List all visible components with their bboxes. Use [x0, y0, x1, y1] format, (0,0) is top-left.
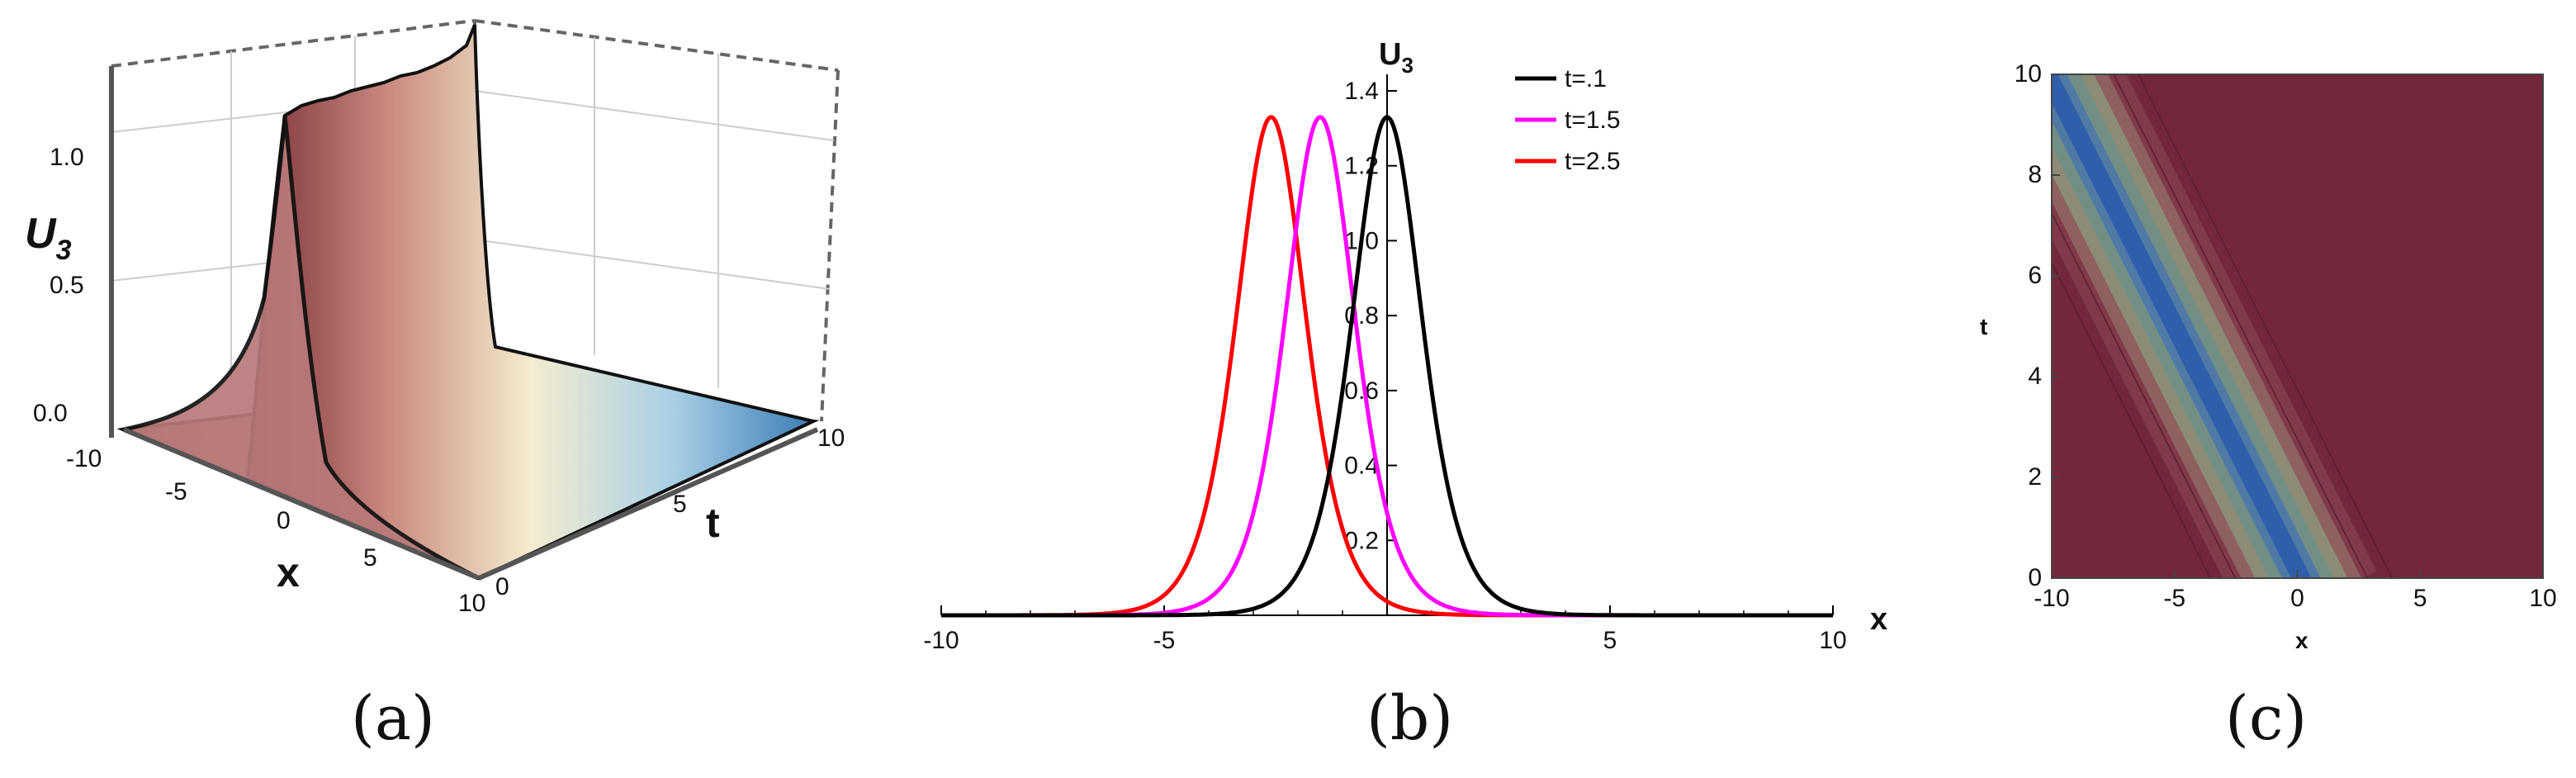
y-axis-label: U3: [1379, 37, 1413, 78]
t-tick-1: 5: [673, 491, 687, 518]
x-axis-label: x: [2295, 628, 2308, 653]
x-axis-label: x: [277, 549, 300, 595]
y-tick-label: 0: [2028, 564, 2042, 591]
y-axis-label: t: [1980, 314, 1987, 339]
contour-line: [2138, 74, 2394, 578]
surface-front-slice: [116, 115, 481, 581]
x-tick-label: -5: [1153, 627, 1176, 654]
panel-c-density-plot: -10 -5 0 5 10 0 2 4 6 8 10 x t (c): [1949, 0, 2576, 778]
legend-label: t=1.5: [1565, 107, 1621, 134]
ridge-group: [2052, 74, 2394, 578]
y-tick-label: 0.4: [1344, 453, 1379, 480]
density-plot-svg: -10 -5 0 5 10 0 2 4 6 8 10 x t (c): [1980, 60, 2557, 754]
panel-a-surface-plot: 0.0 0.5 1.0 -10 -5 0 5 10 0 5 10 U3 x t …: [0, 0, 859, 778]
x-tick-label: 10: [1819, 627, 1846, 654]
line-plot-curves: [941, 115, 1833, 618]
z-tick-1: 0.5: [50, 272, 84, 299]
legend-label: t=.1: [1565, 65, 1607, 93]
x-tick-0: -10: [66, 445, 102, 472]
t-tick-0: 0: [495, 573, 509, 600]
y-tick-label: 2: [2028, 463, 2042, 491]
x-axis-label: x: [1870, 602, 1887, 637]
line-plot-legend: t=.1 t=1.5 t=2.5: [1515, 65, 1621, 175]
x-tick-label: -5: [2163, 585, 2185, 612]
y-tick-label: 8: [2028, 161, 2042, 188]
surface-plot-svg: 0.0 0.5 1.0 -10 -5 0 5 10 0 5 10 U3 x t …: [25, 19, 845, 754]
y-tick-label: 6: [2028, 262, 2042, 289]
x-tick-1: -5: [165, 478, 187, 505]
y-tick-label: 4: [2028, 363, 2042, 390]
ridge-band: [2052, 74, 2312, 578]
x-tick-label: -10: [923, 627, 959, 654]
t-tick-2: 10: [817, 425, 845, 452]
contour-line: [2113, 74, 2369, 578]
z-axis-label: U3: [25, 210, 72, 266]
x-tick-2: 0: [277, 507, 291, 534]
x-tick-label: 0: [2290, 585, 2304, 612]
x-tick-label: 5: [2413, 585, 2427, 612]
x-tick-4: 10: [458, 590, 485, 617]
z-tick-0: 0.0: [33, 400, 68, 427]
front-axes: [122, 427, 819, 581]
z-tick-2: 1.0: [50, 144, 84, 171]
x-tick-label: 10: [2529, 585, 2556, 612]
contour-line: [2052, 261, 2212, 578]
panel-a-caption: (a): [351, 683, 435, 754]
panel-b-caption: (b): [1366, 683, 1453, 754]
x-tick-label: 5: [1603, 627, 1617, 654]
y-tick-label: 10: [2015, 60, 2042, 88]
panel-b-line-plot: -10 -5 5 10 0.2 0.4 0.6 0.8 1.0 1.2 1.4 t=.1 t=1.5 t…: [875, 0, 1949, 778]
y-tick-label: 1.4: [1344, 78, 1379, 105]
panel-c-caption: (c): [2225, 683, 2307, 754]
legend-label: t=2.5: [1565, 148, 1621, 175]
density-plot-axes: -10 -5 0 5 10 0 2 4 6 8 10: [2015, 60, 2557, 612]
contour-line: [2052, 211, 2237, 578]
x-tick-3: 5: [363, 544, 377, 572]
line-plot-svg: -10 -5 5 100.20.40.60.81.01.21.4 t=.1t=1.5t…: [923, 37, 1887, 754]
line-plot-axes: -10 -5 5 100.20.40.60.81.01.21.4: [923, 74, 1847, 654]
series-line-t=.1: [941, 115, 1833, 618]
x-tick-label: -10: [2034, 585, 2069, 612]
t-axis-label: t: [706, 500, 720, 546]
density-plot-area: [2052, 74, 2543, 578]
